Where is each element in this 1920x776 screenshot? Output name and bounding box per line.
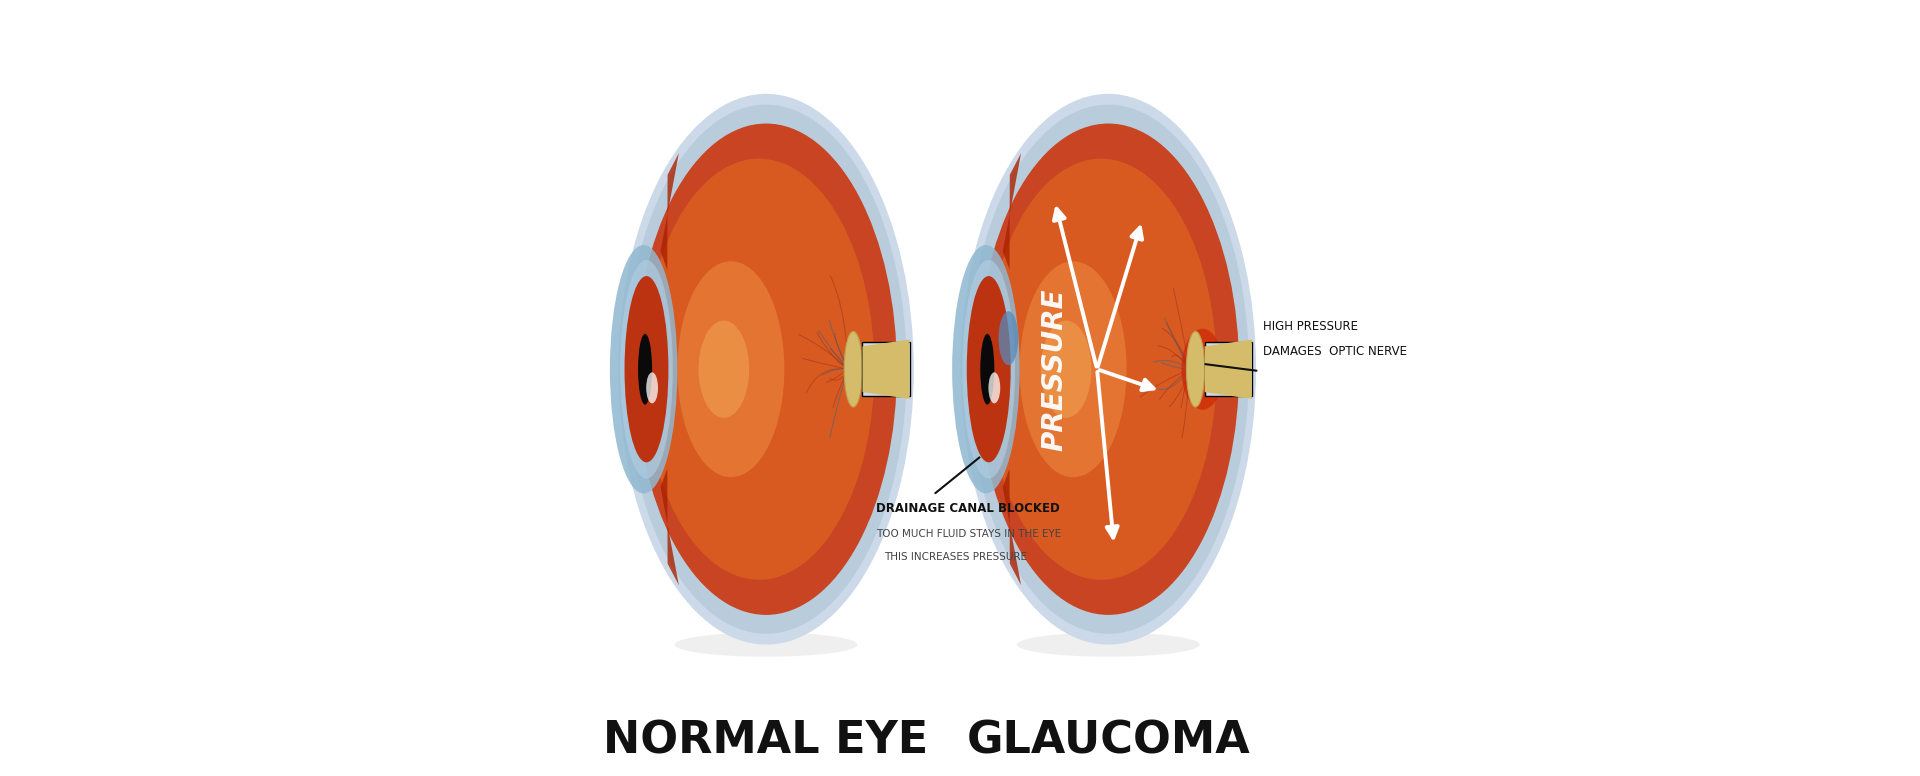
Text: NORMAL EYE: NORMAL EYE xyxy=(603,719,929,762)
Ellipse shape xyxy=(1041,320,1091,417)
Ellipse shape xyxy=(699,320,749,417)
Ellipse shape xyxy=(1020,262,1127,477)
Ellipse shape xyxy=(977,123,1238,615)
Ellipse shape xyxy=(1018,632,1200,656)
Ellipse shape xyxy=(1187,331,1204,407)
Ellipse shape xyxy=(998,311,1018,365)
Polygon shape xyxy=(1204,340,1252,399)
Text: DAMAGES  OPTIC NERVE: DAMAGES OPTIC NERVE xyxy=(1263,345,1407,358)
Polygon shape xyxy=(660,469,680,585)
Ellipse shape xyxy=(678,262,785,477)
Ellipse shape xyxy=(845,331,862,407)
Ellipse shape xyxy=(952,245,1020,494)
Ellipse shape xyxy=(968,105,1250,634)
Ellipse shape xyxy=(985,158,1217,580)
Ellipse shape xyxy=(674,632,858,656)
Ellipse shape xyxy=(968,276,1010,462)
Ellipse shape xyxy=(637,334,653,404)
Text: THIS INCREASES PRESSURE: THIS INCREASES PRESSURE xyxy=(883,552,1027,562)
FancyBboxPatch shape xyxy=(1204,342,1252,397)
Text: HIGH PRESSURE: HIGH PRESSURE xyxy=(1263,320,1357,333)
Ellipse shape xyxy=(636,123,897,615)
FancyBboxPatch shape xyxy=(862,342,910,397)
Ellipse shape xyxy=(624,276,668,462)
Ellipse shape xyxy=(960,94,1256,645)
Text: DRAINAGE CANAL BLOCKED: DRAINAGE CANAL BLOCKED xyxy=(876,503,1060,515)
Ellipse shape xyxy=(989,372,1000,404)
Text: GLAUCOMA: GLAUCOMA xyxy=(966,719,1250,762)
Ellipse shape xyxy=(1196,340,1223,399)
Ellipse shape xyxy=(643,158,874,580)
Ellipse shape xyxy=(981,334,995,404)
Polygon shape xyxy=(862,340,910,399)
Ellipse shape xyxy=(626,105,906,634)
Ellipse shape xyxy=(1181,329,1223,410)
Ellipse shape xyxy=(611,245,678,494)
Text: PRESSURE: PRESSURE xyxy=(1041,288,1069,451)
Polygon shape xyxy=(1002,153,1021,270)
Ellipse shape xyxy=(962,260,1016,479)
Ellipse shape xyxy=(647,372,659,404)
Ellipse shape xyxy=(618,94,914,645)
Polygon shape xyxy=(1002,469,1021,585)
Ellipse shape xyxy=(620,260,672,479)
Text: TOO MUCH FLUID STAYS IN THE EYE: TOO MUCH FLUID STAYS IN THE EYE xyxy=(876,529,1062,539)
Polygon shape xyxy=(660,153,680,270)
